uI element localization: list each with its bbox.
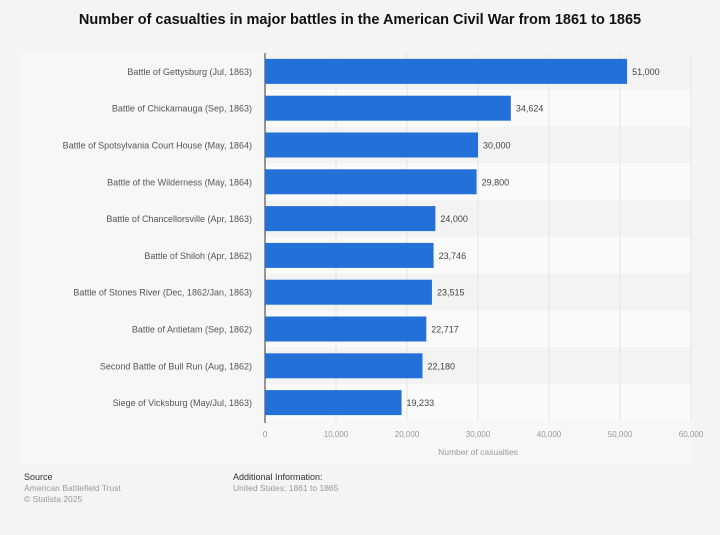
additional-info-text: United States; 1861 to 1865 [233,483,339,493]
bar-value-label: 34,624 [516,104,544,114]
category-label: Siege of Vicksburg (May/Jul, 1863) [113,398,252,408]
bar[interactable] [265,279,432,305]
bar-value-label: 22,180 [427,361,455,371]
category-label: Battle of the Wilderness (May, 1864) [107,177,252,187]
bar[interactable] [265,316,427,342]
bar[interactable] [265,95,511,121]
bar[interactable] [265,353,423,379]
chart-title: Number of casualties in major battles in… [78,12,642,28]
category-label: Battle of Shiloh (Apr, 1862) [144,251,252,261]
category-label: Battle of Gettysburg (Jul, 1863) [127,67,252,77]
bar[interactable] [265,242,434,268]
x-tick-label: 20,000 [395,430,420,439]
x-tick-label: 40,000 [537,430,562,439]
source-name[interactable]: American Battlefield Trust [24,483,121,493]
additional-info-heading: Additional Information: [233,472,323,482]
source-block: Source American Battlefield Trust © Stat… [24,472,121,505]
additional-info-block: Additional Information: United States; 1… [233,472,338,494]
category-label: Battle of Chickamauga (Sep, 1863) [112,104,252,114]
bar-value-label: 19,233 [407,398,435,408]
bar-value-label: 24,000 [440,214,468,224]
bar-value-label: 22,717 [431,325,459,335]
category-label: Battle of Antietam (Sep, 1862) [132,325,252,335]
category-label: Battle of Chancellorsville (Apr, 1863) [106,214,252,224]
x-axis-label: Number of casualties [438,447,518,457]
category-label: Second Battle of Bull Run (Aug, 1862) [100,361,252,371]
x-tick-label: 10,000 [324,430,349,439]
bar[interactable] [265,58,628,84]
x-tick-label: 50,000 [608,430,633,439]
bar-value-label: 29,800 [482,177,510,187]
category-label: Battle of Spotsylvania Court House (May,… [63,141,252,151]
bar[interactable] [265,390,402,416]
bar-value-label: 51,000 [632,67,660,77]
bar[interactable] [265,132,478,158]
bar[interactable] [265,169,477,195]
source-heading: Source [24,472,53,482]
x-tick-label: 0 [263,430,268,439]
copyright[interactable]: © Statista 2025 [24,494,83,504]
x-tick-label: 30,000 [466,430,491,439]
bar-value-label: 23,515 [437,288,465,298]
bar-value-label: 23,746 [439,251,467,261]
x-tick-label: 60,000 [679,430,704,439]
category-label: Battle of Stones River (Dec, 1862/Jan, 1… [73,288,252,298]
bar[interactable] [265,206,436,232]
bar-chart: Battle of Gettysburg (Jul, 1863) Battle o… [62,53,704,457]
bar-value-label: 30,000 [483,141,511,151]
